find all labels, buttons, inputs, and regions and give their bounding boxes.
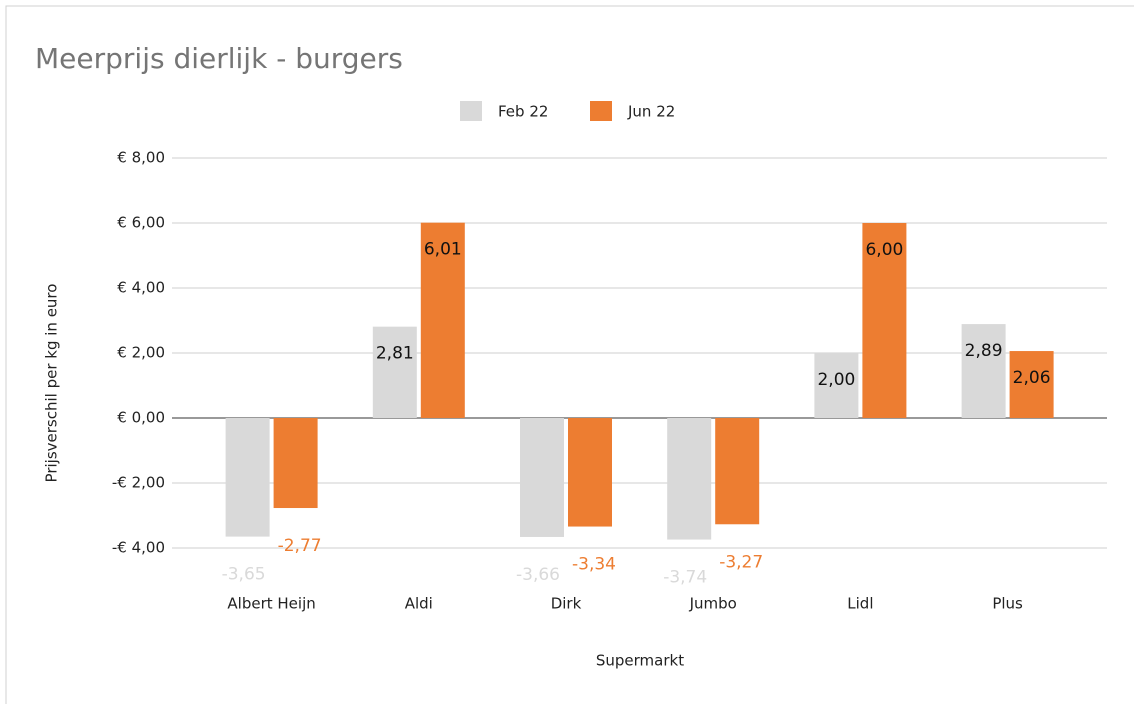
y-tick-label: € 0,00 — [117, 409, 165, 427]
x-tick-label: Jumbo — [689, 595, 737, 613]
y-tick-label: € 4,00 — [117, 279, 165, 297]
data-label: -3,27 — [719, 552, 763, 572]
y-tick-label: -€ 2,00 — [112, 474, 165, 492]
data-label: 2,89 — [965, 341, 1003, 361]
x-tick-label: Dirk — [551, 595, 582, 613]
y-tick-label: -€ 4,00 — [112, 539, 165, 557]
data-label: 6,01 — [424, 240, 462, 260]
data-label: 2,06 — [1013, 368, 1051, 388]
y-tick-label: € 8,00 — [117, 149, 165, 167]
bar — [372, 326, 417, 418]
data-label: -2,77 — [278, 536, 322, 556]
bar — [420, 222, 465, 418]
bar — [814, 353, 859, 418]
y-tick-label: € 6,00 — [117, 214, 165, 232]
data-label: 2,00 — [817, 370, 855, 390]
chart-frame — [5, 5, 1134, 704]
bar — [1009, 351, 1054, 418]
data-label: 2,81 — [376, 344, 414, 364]
x-axis-label: Supermarkt — [596, 652, 684, 670]
legend-label: Jun 22 — [627, 103, 675, 121]
bar — [715, 418, 760, 525]
x-tick-label: Albert Heijn — [227, 595, 315, 613]
legend-swatch — [460, 101, 482, 121]
legend-label: Feb 22 — [498, 103, 548, 121]
x-tick-label: Plus — [992, 595, 1023, 613]
legend-swatch — [590, 101, 612, 121]
data-label: -3,66 — [516, 565, 560, 585]
y-axis-label: Prijsverschil per kg in euro — [43, 284, 61, 483]
x-tick-label: Lidl — [847, 595, 873, 613]
y-tick-label: € 2,00 — [117, 344, 165, 362]
data-label: -3,65 — [222, 565, 266, 585]
data-label: -3,74 — [663, 568, 707, 588]
chart-title: Meerprijs dierlijk - burgers — [35, 42, 403, 75]
data-label: 6,00 — [865, 240, 903, 260]
bar — [273, 418, 318, 509]
bar — [667, 418, 712, 540]
data-label: -3,34 — [572, 555, 616, 575]
x-tick-label: Aldi — [405, 595, 433, 613]
bar — [568, 418, 612, 527]
bar — [225, 418, 270, 537]
bar — [862, 223, 907, 418]
bar — [961, 324, 1006, 418]
bar — [520, 418, 564, 537]
